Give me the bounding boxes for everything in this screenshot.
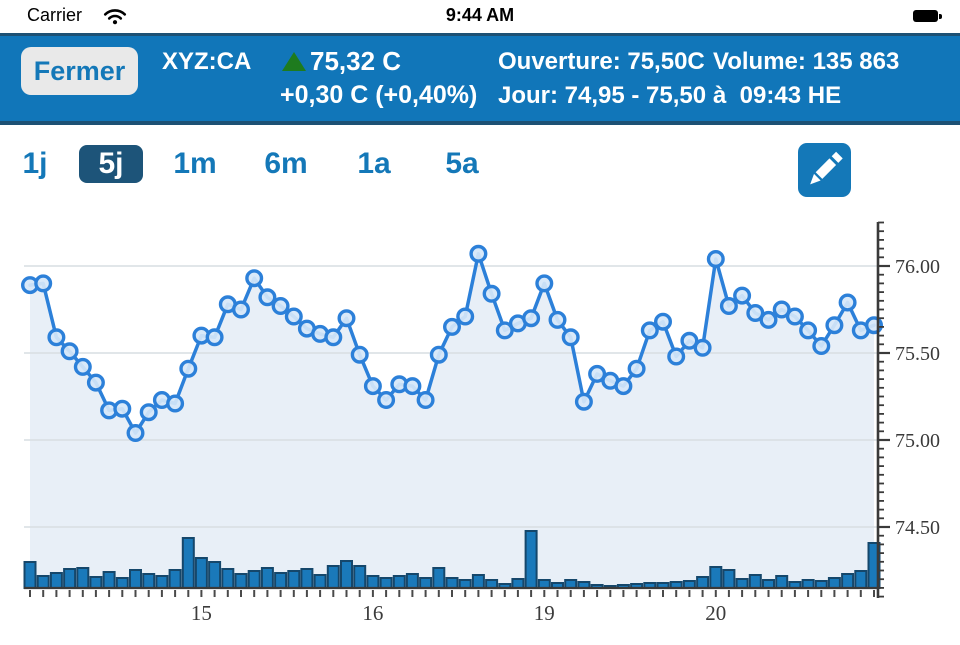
gridlines bbox=[24, 265, 878, 528]
svg-text:20: 20 bbox=[705, 601, 726, 625]
as-of-time: à 09:43 HE bbox=[713, 82, 842, 109]
close-button[interactable]: Fermer bbox=[21, 47, 138, 95]
chart-area[interactable]: 76.00 75.50 75.00 74.50 15 16 19 20 bbox=[0, 200, 960, 640]
y-axis-ticks bbox=[878, 221, 890, 598]
svg-text:76.00: 76.00 bbox=[895, 256, 940, 278]
open-price: Ouverture: 75,50C bbox=[498, 48, 705, 75]
header-top-separator bbox=[0, 33, 960, 36]
wifi-icon bbox=[103, 8, 127, 30]
volume-bars bbox=[23, 530, 881, 589]
svg-text:75.00: 75.00 bbox=[895, 430, 940, 452]
carrier-label: Carrier bbox=[27, 5, 83, 25]
status-bar: Carrier 9:44 AM bbox=[0, 0, 960, 33]
x-axis-labels: 15 16 19 20 bbox=[191, 601, 726, 625]
last-price: 75,32 C bbox=[310, 46, 402, 76]
battery-icon bbox=[913, 10, 942, 22]
y-axis-labels: 76.00 75.50 75.00 74.50 bbox=[895, 256, 940, 539]
volume: Volume: 135 863 bbox=[713, 48, 900, 75]
tab-1j[interactable]: 1j bbox=[22, 147, 48, 180]
price-volume-chart: 76.00 75.50 75.00 74.50 15 16 19 20 bbox=[21, 221, 940, 625]
pencil-icon bbox=[810, 151, 843, 185]
tab-1a[interactable]: 1a bbox=[357, 147, 391, 180]
tab-1m[interactable]: 1m bbox=[173, 147, 217, 180]
price-area-fill bbox=[30, 253, 874, 589]
svg-text:74.50: 74.50 bbox=[895, 517, 940, 539]
svg-text:16: 16 bbox=[362, 601, 383, 625]
edit-chart-button[interactable] bbox=[798, 143, 851, 197]
clock: 9:44 AM bbox=[445, 5, 515, 25]
svg-text:75.50: 75.50 bbox=[895, 343, 940, 365]
day-range: Jour: 74,95 - 75,50 bbox=[498, 82, 707, 109]
svg-text:19: 19 bbox=[534, 601, 555, 625]
triangle-up-icon bbox=[282, 52, 306, 71]
range-tabs: 1j 5j 1m 6m 1a 5a bbox=[0, 141, 960, 191]
tab-6m[interactable]: 6m bbox=[264, 147, 308, 180]
price-change: +0,30 C (+0,40%) bbox=[280, 81, 478, 109]
price-markers bbox=[21, 244, 884, 442]
ticker-symbol: XYZ:CA bbox=[162, 48, 252, 75]
x-axis-ticks bbox=[29, 590, 875, 597]
quote-header: Fermer XYZ:CA 75,32 C +0,30 C (+0,40%) O… bbox=[0, 36, 960, 121]
svg-text:15: 15 bbox=[191, 601, 212, 625]
last-price-row: 75,32 C bbox=[282, 46, 401, 77]
tab-5a[interactable]: 5a bbox=[445, 147, 479, 180]
header-bottom-separator bbox=[0, 121, 960, 125]
tab-5j[interactable]: 5j bbox=[79, 145, 143, 183]
